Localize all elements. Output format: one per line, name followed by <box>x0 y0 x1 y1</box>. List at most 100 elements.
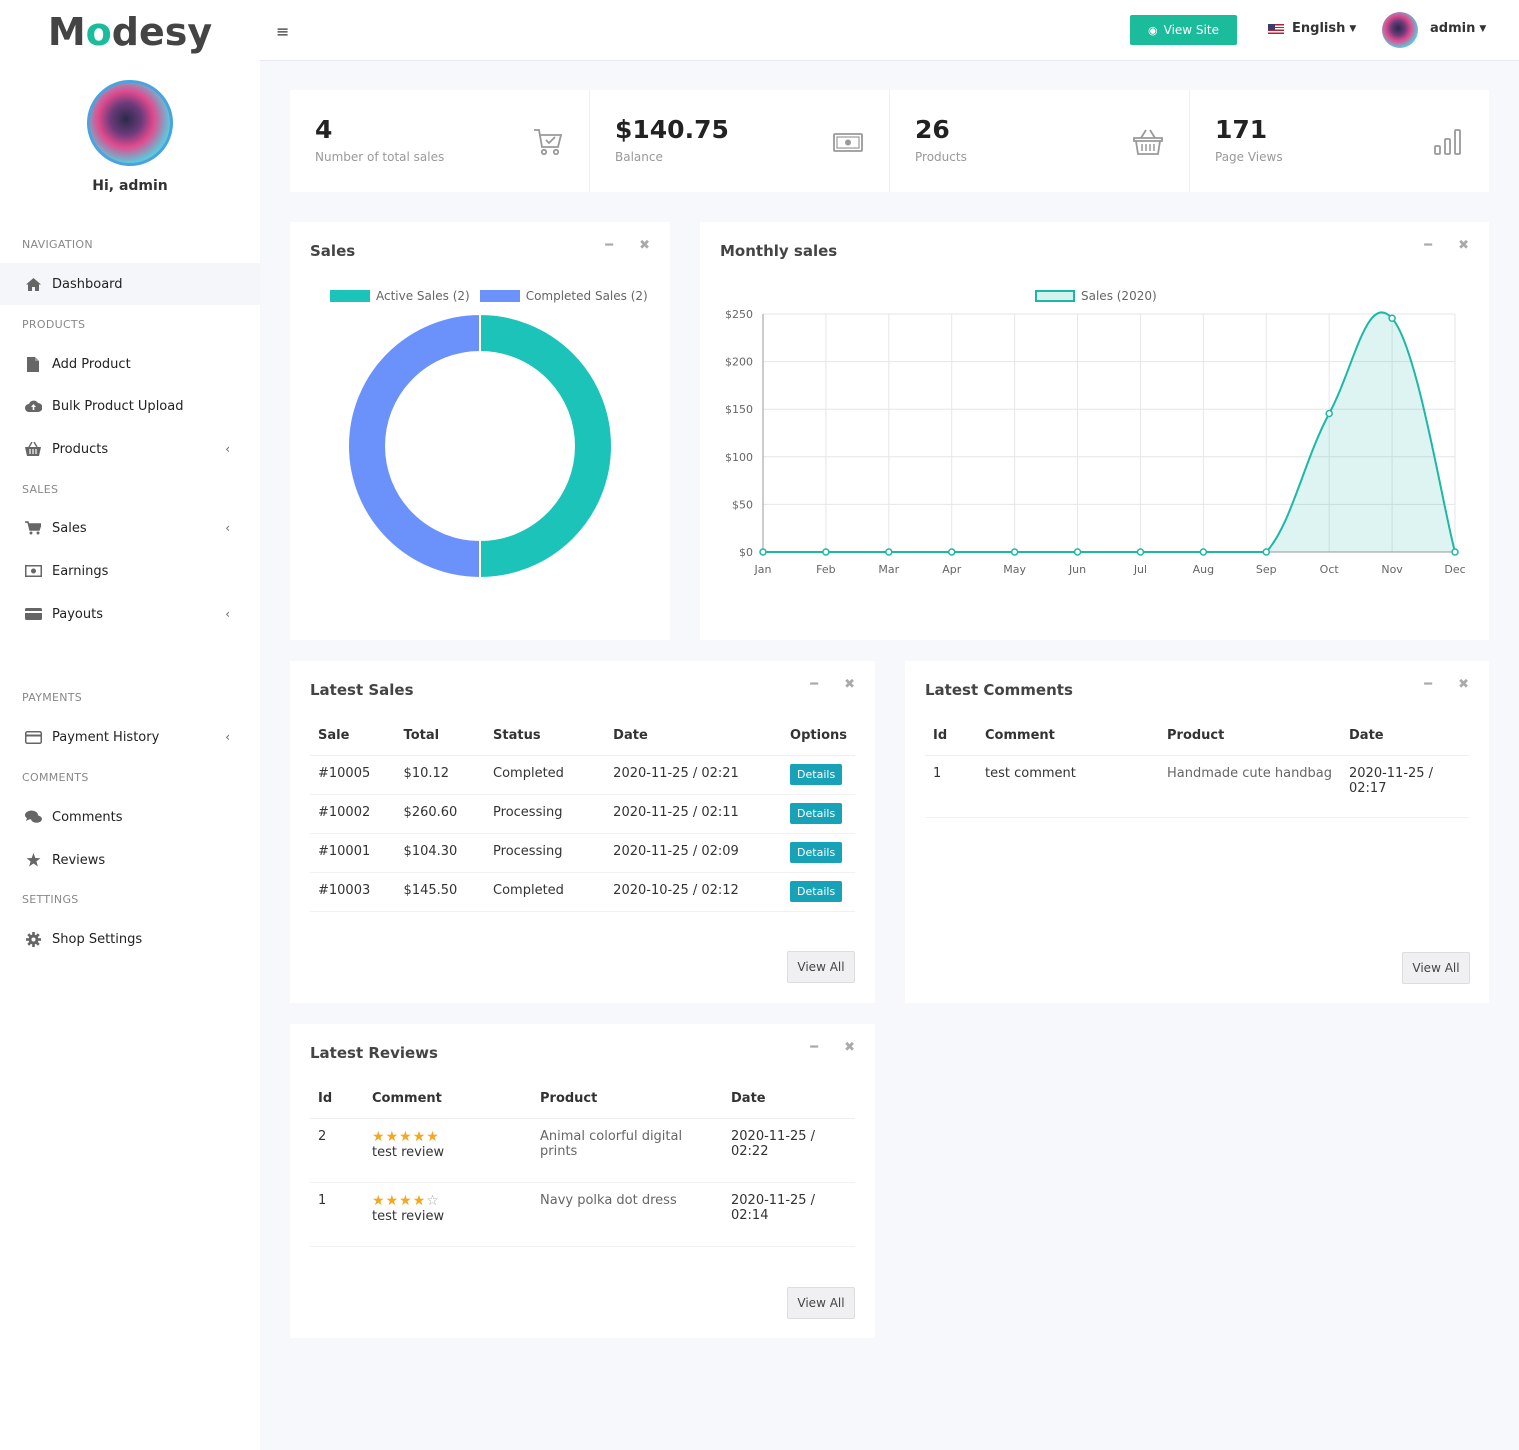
sidebar-item-bulk-upload[interactable]: Bulk Product Upload <box>0 385 260 427</box>
details-button[interactable]: Details <box>790 880 843 902</box>
caret-down-icon: ▼ <box>1349 23 1357 34</box>
column-header: Comment <box>364 1080 532 1119</box>
panel-tools: ━ ✖ <box>810 677 855 692</box>
column-header: Id <box>310 1080 364 1119</box>
sidebar-item-products[interactable]: Products ‹ <box>0 428 260 470</box>
stat-value: $140.75 <box>615 115 729 144</box>
sidebar-item-label: Payouts <box>52 606 103 622</box>
greeting: Hi, admin <box>92 178 168 194</box>
hamburger-menu-icon[interactable]: ≡ <box>276 22 290 41</box>
cell-date: 2020-10-25 / 02:12 <box>605 872 783 912</box>
caret-down-icon: ▼ <box>1479 23 1487 34</box>
logo[interactable]: Modesy <box>0 10 260 54</box>
cell-comment: test comment <box>977 755 1159 818</box>
language-selector[interactable]: English ▼ <box>1268 21 1356 36</box>
data-point[interactable] <box>1325 409 1333 418</box>
logo-text-accent: o <box>85 10 112 54</box>
table-row: #10002 $260.60 Processing 2020-11-25 / 02:1… <box>310 794 855 834</box>
view-all-reviews-button[interactable]: View All <box>787 1287 855 1319</box>
stat-page-views: 171 Page Views <box>1190 90 1489 192</box>
details-button[interactable]: Details <box>790 763 843 785</box>
panel-tools: ━ ✖ <box>1424 238 1469 253</box>
logo-text-end: desy <box>111 10 213 54</box>
data-point[interactable] <box>947 548 956 556</box>
minimize-icon[interactable]: ━ <box>1424 238 1433 253</box>
table-header-row: Sale Total Status Date Options <box>310 717 855 756</box>
column-header: Options <box>782 717 855 756</box>
minimize-icon[interactable]: ━ <box>605 238 614 253</box>
data-point[interactable] <box>1451 548 1459 556</box>
cell-date: 2020-11-25 / 02:21 <box>605 755 783 795</box>
data-point[interactable] <box>1136 548 1145 556</box>
sidebar-item-sales[interactable]: Sales ‹ <box>0 507 260 549</box>
cell-date: 2020-11-25 / 02:11 <box>605 794 783 834</box>
review-text: test review <box>372 1144 445 1160</box>
cell-product[interactable]: Handmade cute handbag <box>1159 755 1341 818</box>
section-sales: SALES <box>22 483 59 496</box>
data-point[interactable] <box>1073 548 1082 556</box>
y-tick-label: $150 <box>725 403 753 416</box>
user-menu[interactable]: admin ▼ <box>1430 21 1486 36</box>
sidebar-item-comments[interactable]: Comments <box>0 796 260 838</box>
sidebar-item-label: Comments <box>52 809 123 825</box>
sidebar-item-shop-settings[interactable]: Shop Settings <box>0 918 260 960</box>
view-all-sales-button[interactable]: View All <box>787 951 855 983</box>
data-point[interactable] <box>885 548 893 556</box>
stats-bar: 4 Number of total sales $140.75 Balance … <box>290 90 1489 192</box>
sidebar-item-earnings[interactable]: Earnings <box>0 550 260 592</box>
user-avatar[interactable] <box>1382 12 1418 48</box>
data-point[interactable] <box>1262 548 1271 556</box>
chevron-left-icon: ‹ <box>225 521 230 535</box>
column-header: Total <box>395 717 486 756</box>
data-point[interactable] <box>1010 548 1019 556</box>
cell-product[interactable]: Navy polka dot dress <box>532 1182 723 1247</box>
minimize-icon[interactable]: ━ <box>1424 677 1433 692</box>
minimize-icon[interactable]: ━ <box>810 1040 819 1055</box>
column-header: Date <box>723 1080 855 1119</box>
sidebar-item-payment-history[interactable]: Payment History ‹ <box>0 716 260 758</box>
x-tick-label: Sep <box>1256 563 1277 576</box>
close-icon[interactable]: ✖ <box>1458 677 1469 692</box>
latest-sales-panel: Latest Sales ━ ✖ Sale Total Status Date … <box>290 661 875 1003</box>
sidebar-item-add-product[interactable]: Add Product <box>0 343 260 385</box>
view-site-button[interactable]: ◉ View Site <box>1130 15 1237 45</box>
data-point[interactable] <box>822 548 830 556</box>
money-icon <box>833 133 863 152</box>
star-filled-icon: ★ <box>372 1192 386 1209</box>
sidebar: Modesy Hi, admin NAVIGATION Dashboard PR… <box>0 0 260 1450</box>
donut-slice[interactable] <box>479 312 613 580</box>
data-point[interactable] <box>1388 314 1396 323</box>
close-icon[interactable]: ✖ <box>1458 238 1469 253</box>
legend-swatch <box>479 290 520 302</box>
sidebar-item-payouts[interactable]: Payouts ‹ <box>0 593 260 635</box>
sidebar-item-label: Add Product <box>52 356 131 372</box>
donut-slice[interactable] <box>347 312 481 580</box>
cell-sale: #10003 <box>310 872 396 912</box>
column-header: Id <box>925 717 977 756</box>
sidebar-item-dashboard[interactable]: Dashboard <box>0 263 260 305</box>
close-icon[interactable]: ✖ <box>639 238 650 253</box>
eye-icon: ◉ <box>1148 23 1158 37</box>
close-icon[interactable]: ✖ <box>844 1040 855 1055</box>
y-tick-label: $200 <box>725 356 753 369</box>
data-point[interactable] <box>759 548 767 556</box>
chevron-left-icon: ‹ <box>225 442 230 456</box>
latest-sales-table: Sale Total Status Date Options #10005 $10… <box>310 717 855 912</box>
monthly-legend: Sales (2020) <box>1035 289 1157 303</box>
gear-icon <box>24 931 42 947</box>
stat-products: 26 Products <box>890 90 1190 192</box>
close-icon[interactable]: ✖ <box>844 677 855 692</box>
bar-chart-icon <box>1434 129 1461 155</box>
data-point[interactable] <box>1199 548 1208 556</box>
sidebar-item-label: Dashboard <box>52 276 123 292</box>
cell-product[interactable]: Animal colorful digital prints <box>532 1118 723 1183</box>
details-button[interactable]: Details <box>790 802 843 824</box>
sidebar-item-reviews[interactable]: Reviews <box>0 839 260 881</box>
cloud-upload-icon <box>24 400 42 412</box>
x-tick-label: Mar <box>878 563 899 576</box>
column-header: Date <box>1341 717 1469 756</box>
minimize-icon[interactable]: ━ <box>810 677 819 692</box>
details-button[interactable]: Details <box>790 841 843 863</box>
panel-title: Sales <box>310 242 356 260</box>
view-all-comments-button[interactable]: View All <box>1402 952 1470 984</box>
